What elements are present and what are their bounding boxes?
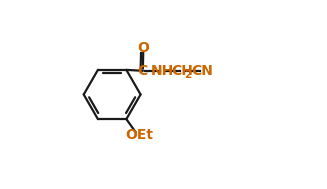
Text: OEt: OEt (125, 128, 153, 142)
Text: C: C (138, 64, 148, 78)
Text: O: O (137, 41, 149, 55)
Text: CN: CN (192, 64, 214, 78)
Text: 2: 2 (184, 70, 191, 80)
Text: NH: NH (150, 64, 174, 78)
Text: CH: CH (171, 64, 193, 78)
